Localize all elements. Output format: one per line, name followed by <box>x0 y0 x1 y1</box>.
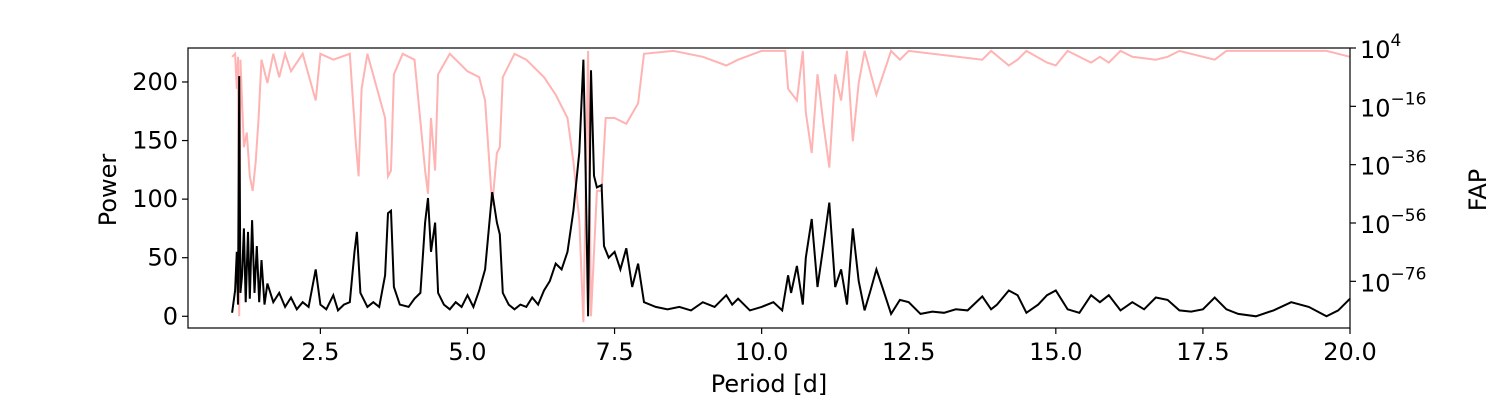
x-tick-label: 15.0 <box>1029 338 1082 366</box>
fap-line <box>231 49 1351 323</box>
y-tick-label: 100 <box>132 185 178 213</box>
fap-series <box>231 49 1351 323</box>
y-tick-label: 50 <box>147 244 178 272</box>
y-axis-label: Power <box>94 154 122 227</box>
y-right-tick-label: 10−36 <box>1360 148 1426 181</box>
x-tick-label: 12.5 <box>882 338 935 366</box>
x-axis-ticks: 2.5 5.0 7.5 10.0 12.5 15.0 17.5 20.0 <box>301 328 1377 366</box>
x-tick-label: 20.0 <box>1323 338 1376 366</box>
x-tick-label: 5.0 <box>448 338 486 366</box>
power-series <box>231 59 1351 318</box>
y-right-axis-label: FAP <box>1464 169 1492 212</box>
y-right-tick-label: 10−16 <box>1360 89 1426 122</box>
y-tick-label: 200 <box>132 68 178 96</box>
y-tick-label: 0 <box>163 302 178 330</box>
y-tick-label: 150 <box>132 127 178 155</box>
y-axis-ticks: 0 50 100 150 200 <box>132 68 188 330</box>
plot-area <box>231 49 1351 323</box>
y-right-axis-ticks: 104 10−16 10−36 10−56 10−76 <box>1350 31 1426 297</box>
plot-frame <box>187 47 1351 329</box>
y-right-tick-label: 10−56 <box>1360 206 1426 239</box>
power-line <box>231 59 1351 318</box>
x-tick-label: 17.5 <box>1176 338 1229 366</box>
x-axis-label: Period [d] <box>711 370 827 398</box>
x-tick-label: 7.5 <box>595 338 633 366</box>
x-tick-label: 2.5 <box>301 338 339 366</box>
y-right-tick-label: 10−76 <box>1360 264 1426 297</box>
y-right-tick-label: 104 <box>1360 31 1401 64</box>
x-tick-label: 10.0 <box>735 338 788 366</box>
